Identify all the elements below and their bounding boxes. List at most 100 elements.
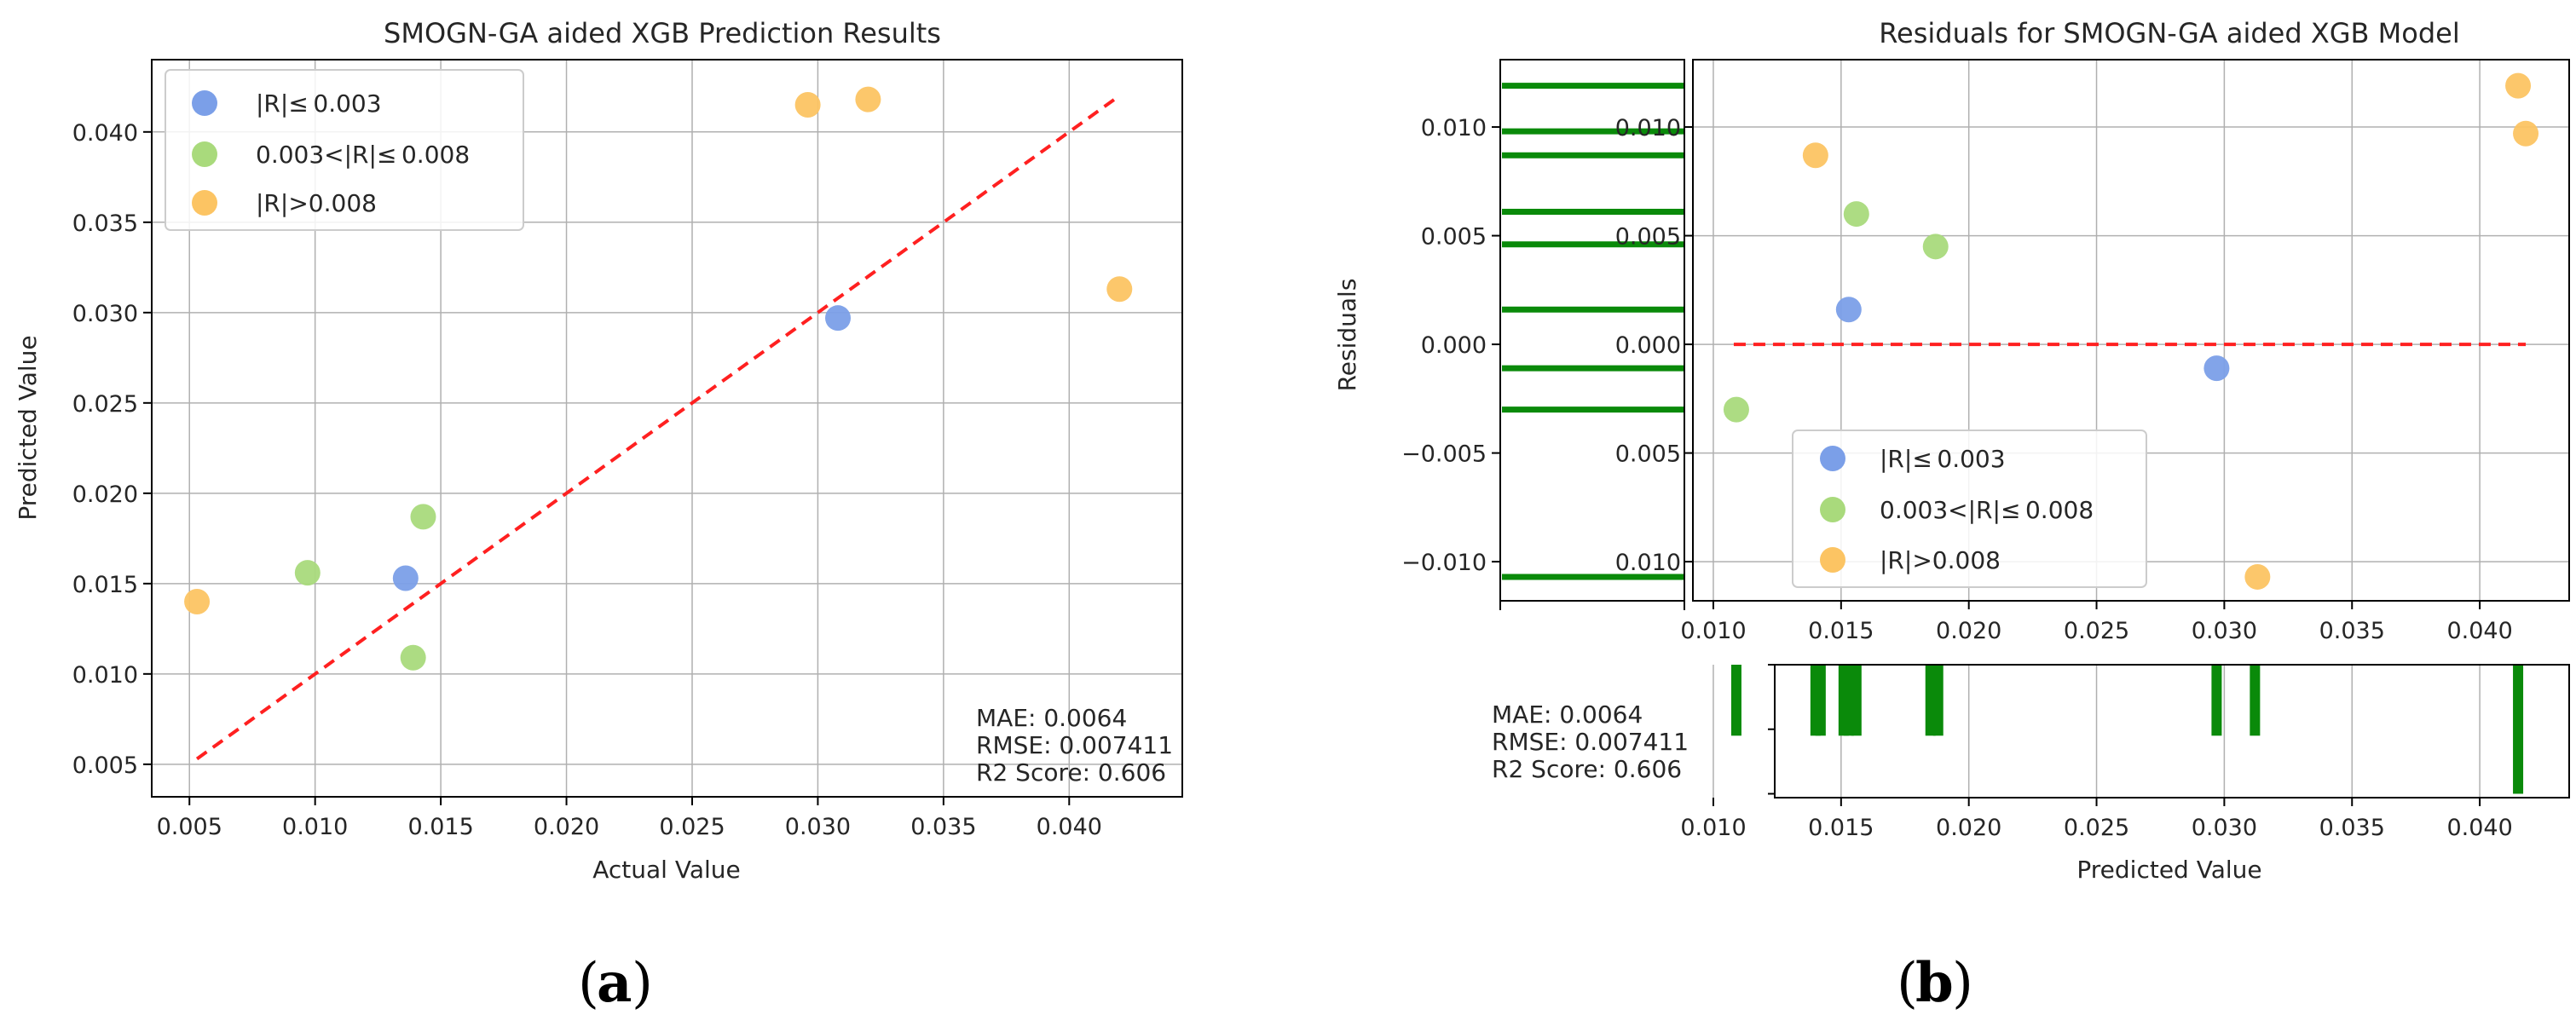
panel-a-point-0-1 (825, 305, 852, 332)
panel-a-point-0-0 (392, 565, 419, 591)
panel-b-points (1723, 72, 2539, 590)
panel-b-y-tick-4: −0.010 (1401, 550, 1487, 576)
caption-a-letter: a (597, 951, 632, 1015)
panel-b-point-2-1 (2244, 563, 2271, 590)
panel-b-y-tick-3: −0.005 (1401, 441, 1487, 468)
panel-a-stat-mae: MAE: 0.0064 (976, 704, 1127, 732)
panel-a-legend-label-1: 0.003<|R|≤ 0.008 (256, 141, 470, 169)
panel-b-y-tick-1: 0.005 (1421, 224, 1487, 251)
panel-b-y-tick-right-2: 0.000 (1615, 332, 1681, 359)
panel-b-prediction-rug-bar-8 (2211, 665, 2222, 736)
panel-a-stat-r2: R2 Score: 0.606 (976, 758, 1166, 787)
panel-a-legend-label-2: |R|>0.008 (256, 189, 377, 217)
panel-b-prediction-rug-bars (1730, 665, 2524, 794)
panel-a-point-1-2 (400, 644, 426, 671)
panel-b-y-tick-right-4: 0.010 (1615, 550, 1681, 576)
panel-a-point-2-2 (855, 86, 881, 112)
panel-a-x-tick-2: 0.015 (407, 814, 473, 840)
panel-a-y-tick-3: 0.020 (72, 481, 138, 508)
panel-b-point-0-1 (2203, 355, 2230, 382)
panel-b-x-tick-top-0: 0.010 (1680, 618, 1746, 644)
panel-b-x-tick-top-3: 0.025 (2064, 618, 2129, 644)
panel-b-point-1-1 (1843, 201, 1869, 228)
panel-b-point-2-0 (1802, 142, 1828, 169)
caption-a-close: ) (632, 952, 653, 1015)
panel-b-point-2-3 (2513, 120, 2539, 147)
panel-b-prediction-rug-bar-7 (1932, 665, 1944, 736)
panel-b-x-tick-top-6: 0.040 (2446, 618, 2512, 644)
panel-b-y-label: Residuals (1333, 279, 1361, 392)
panel-b-x-tick-top-2: 0.020 (1936, 618, 2001, 644)
panel-b-x-tick-4: 0.030 (2192, 815, 2257, 841)
panel-a-x-tick-0: 0.005 (157, 814, 222, 840)
caption-b: ( b ) (1897, 951, 1973, 1015)
panel-b-y-tick-right-0: 0.010 (1615, 115, 1681, 141)
panel-a-point-2-0 (184, 589, 211, 615)
panel-b-residual-rug-lines (1502, 83, 1684, 580)
panel-a-y-tick-2: 0.015 (72, 572, 138, 598)
panel-a-x-tick-4: 0.025 (659, 814, 725, 840)
panel-b-point-0-0 (1835, 297, 1862, 323)
panel-b-x-tick-top-5: 0.035 (2319, 618, 2385, 644)
panel-a-title: SMOGN-GA aided XGB Prediction Results (384, 17, 941, 49)
panel-b-x-tick-1: 0.015 (1808, 815, 1874, 841)
panel-b-point-2-2 (2505, 72, 2532, 99)
caption-a-open: ( (578, 952, 599, 1015)
panel-a-grid (152, 60, 1182, 797)
panel-b-x-label: Predicted Value (2076, 856, 2261, 884)
panel-a-legend-marker-0 (192, 90, 217, 116)
panel-b-x-ticks: 0.010 0.015 0.020 0.025 0.030 0.035 0.040 (1680, 664, 2513, 841)
panel-b-x-tick-0: 0.010 (1680, 815, 1746, 841)
panel-b-prediction-rug: 0.010 0.015 0.020 0.025 0.030 0.035 0.040 Pred… (1680, 664, 2570, 884)
panel-a-x-ticks: 0.005 0.010 0.015 0.020 0.025 0.030 0.035 0.040 (157, 797, 1102, 840)
panel-b-y-tick-right-3: 0.005 (1615, 441, 1681, 468)
panel-b-x-ticks-top: 0.010 0.015 0.020 0.025 0.030 0.035 0.040 (1680, 601, 2513, 644)
panel-b-x-tick-top-1: 0.015 (1808, 618, 1874, 644)
panel-a-x-tick-6: 0.035 (910, 814, 976, 840)
panel-b-stat-r2: R2 Score: 0.606 (1492, 755, 1682, 783)
panel-b: Residuals for SMOGN-GA aided XGB Model 0… (1333, 17, 2570, 1015)
panel-b-legend-marker-2 (1820, 547, 1845, 573)
caption-b-open: ( (1897, 952, 1918, 1015)
panel-a-x-tick-1: 0.010 (282, 814, 348, 840)
panel-a-legend-marker-1 (192, 141, 217, 167)
panel-a-y-ticks: 0.005 0.010 0.015 0.020 0.025 0.030 0.035 0.040 (72, 120, 152, 779)
panel-a-legend-marker-2 (192, 190, 217, 216)
panel-b-x-tick-3: 0.025 (2064, 815, 2129, 841)
panel-a: SMOGN-GA aided XGB Prediction Results 0.… (14, 17, 1183, 1015)
panel-b-stat-mae: MAE: 0.0064 (1492, 700, 1643, 729)
panel-b-legend-label-0: |R|≤ 0.003 (1880, 445, 2006, 473)
panel-b-legend-marker-1 (1820, 497, 1845, 522)
panel-a-y-tick-0: 0.005 (72, 752, 138, 779)
panel-a-x-tick-7: 0.040 (1037, 814, 1102, 840)
panel-b-y-ticks: 0.010 0.005 0.000 −0.005 −0.010 (1401, 115, 1500, 576)
panel-b-y-tick-2: 0.000 (1421, 332, 1487, 359)
panel-a-y-tick-7: 0.040 (72, 120, 138, 147)
panel-a-x-tick-5: 0.030 (785, 814, 851, 840)
panel-b-legend-label-1: 0.003<|R|≤ 0.008 (1880, 496, 2094, 524)
panel-a-legend: |R|≤ 0.003 0.003<|R|≤ 0.008 |R|>0.008 (165, 69, 524, 231)
panel-b-x-tick-6: 0.040 (2446, 815, 2512, 841)
panel-b-y-tick-0: 0.010 (1421, 115, 1487, 141)
panel-b-x-tick-5: 0.035 (2319, 815, 2385, 841)
panel-a-point-2-3 (1106, 276, 1133, 303)
panel-b-prediction-rug-bar-10 (2513, 665, 2524, 794)
panel-b-legend: |R|≤ 0.003 0.003<|R|≤ 0.008 |R|>0.008 (1792, 430, 2147, 588)
panel-b-prediction-rug-grid (1713, 665, 2481, 798)
panel-a-legend-label-0: |R|≤ 0.003 (256, 89, 382, 118)
caption-a: ( a ) (578, 951, 653, 1015)
panel-b-x-tick-top-4: 0.030 (2192, 618, 2257, 644)
panel-a-frame (151, 59, 1183, 798)
panel-b-legend-label-2: |R|>0.008 (1880, 546, 2001, 574)
panel-a-y-label: Predicted Value (14, 335, 42, 520)
panel-b-legend-marker-0 (1820, 446, 1845, 471)
panel-a-points (184, 86, 1133, 671)
caption-b-close: ) (1952, 952, 1973, 1015)
panel-b-prediction-rug-frame (1774, 664, 2570, 799)
panel-b-point-1-0 (1723, 396, 1749, 423)
panel-b-frame (1692, 59, 2570, 602)
panel-a-y-tick-5: 0.030 (72, 301, 138, 327)
panel-a-x-tick-3: 0.020 (534, 814, 599, 840)
panel-a-stat-rmse: RMSE: 0.007411 (976, 731, 1173, 759)
